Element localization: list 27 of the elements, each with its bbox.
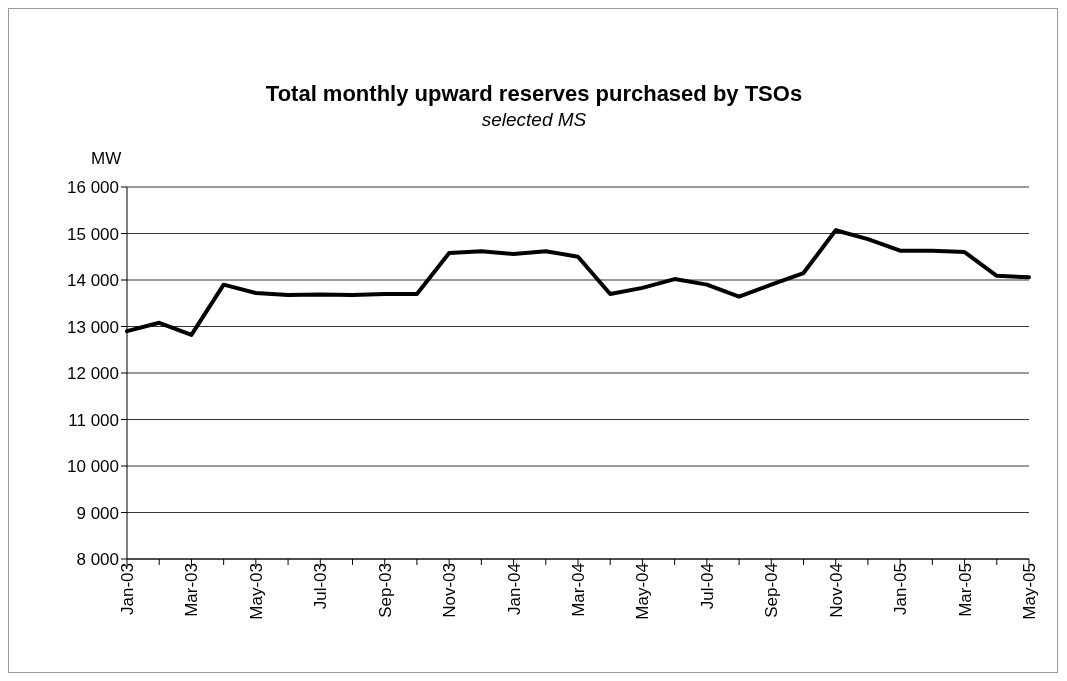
y-tick-label: 12 000 — [67, 364, 119, 384]
x-tick-label: Mar-03 — [182, 563, 202, 617]
y-tick-label: 14 000 — [67, 271, 119, 291]
x-tick-label: Mar-04 — [569, 563, 589, 617]
y-tick-label: 11 000 — [68, 410, 119, 430]
y-tick-label: 13 000 — [67, 317, 119, 337]
x-tick-label: Sep-03 — [375, 563, 395, 618]
y-tick-label: 8 000 — [76, 550, 119, 570]
y-tick-label: 15 000 — [67, 224, 119, 244]
x-tick-label: Jan-05 — [891, 563, 911, 615]
x-tick-label: May-04 — [633, 563, 653, 620]
y-tick-label: 10 000 — [67, 457, 119, 477]
x-tick-label: Jul-04 — [697, 563, 717, 610]
x-tick-label: Sep-04 — [762, 563, 782, 618]
y-tick-label: 16 000 — [67, 178, 119, 198]
chart-title: Total monthly upward reserves purchased by TSOs — [264, 81, 804, 107]
x-tick-label: Nov-03 — [440, 563, 460, 618]
y-tick-label: 9 000 — [76, 503, 119, 523]
x-tick-label: Mar-05 — [955, 563, 975, 617]
x-tick-label: Jan-04 — [504, 563, 524, 615]
chart-subtitle: selected MS — [480, 109, 588, 131]
x-tick-label: May-05 — [1020, 563, 1040, 620]
x-tick-label: May-03 — [246, 563, 266, 620]
x-tick-label: Jan-03 — [118, 563, 138, 615]
x-tick-label: Nov-04 — [826, 563, 846, 618]
y-axis-title: MW — [91, 149, 122, 169]
x-tick-label: Jul-03 — [311, 563, 331, 610]
